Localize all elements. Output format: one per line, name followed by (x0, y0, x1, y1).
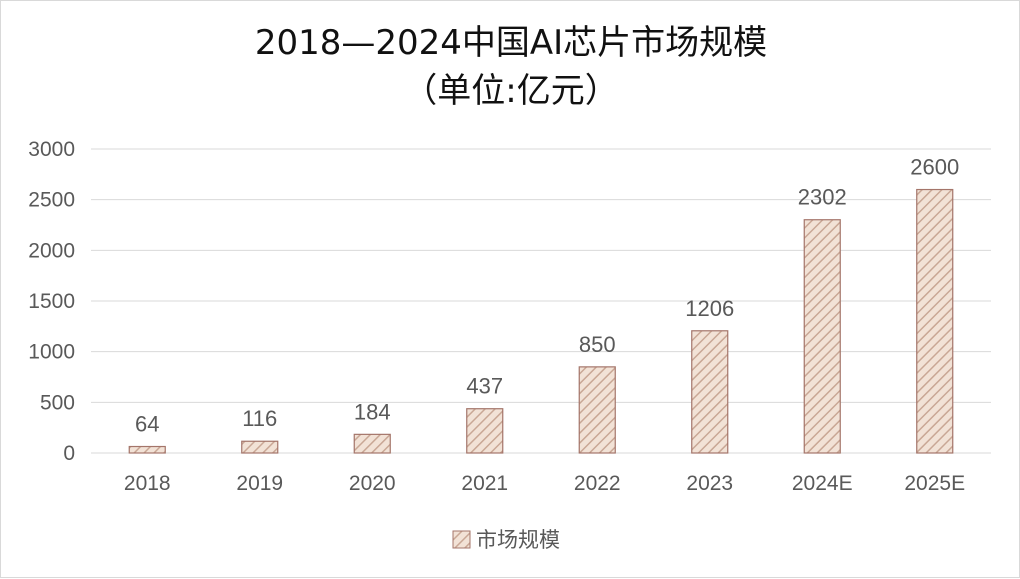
data-label: 1206 (685, 296, 734, 321)
bars (128, 188, 954, 454)
bar (466, 408, 504, 454)
data-label: 2600 (910, 155, 959, 180)
y-tick-label: 500 (40, 391, 75, 414)
x-tick-label: 2018 (124, 472, 171, 495)
y-tick-label: 2500 (28, 189, 75, 212)
x-axis-ticks: 2018 2019 2020 2021 2022 2023 2024E 2025E (124, 472, 965, 495)
data-labels: 64 116 184 437 850 1206 2302 2600 (135, 155, 959, 437)
chart-subtitle: （单位:亿元） (403, 71, 619, 111)
y-tick-label: 1000 (28, 341, 75, 364)
legend: 市场规模 (452, 528, 560, 552)
bar (128, 445, 166, 454)
chart-title: 2018—2024中国AI芯片市场规模 (254, 23, 768, 63)
y-axis-ticks: 0 500 1000 1500 2000 2500 3000 (28, 138, 75, 465)
x-tick-label: 2024E (792, 472, 853, 495)
bar (803, 219, 841, 454)
data-label: 437 (466, 374, 503, 399)
y-tick-label: 1500 (28, 290, 75, 313)
gridlines (91, 148, 991, 454)
x-tick-label: 2021 (461, 472, 508, 495)
x-tick-label: 2019 (236, 472, 283, 495)
legend-swatch (452, 530, 471, 549)
x-tick-label: 2023 (686, 472, 733, 495)
y-tick-label: 0 (63, 442, 75, 465)
data-label: 184 (354, 399, 391, 424)
bar (916, 188, 954, 454)
bar (691, 330, 729, 454)
data-label: 2302 (798, 185, 847, 210)
data-label: 116 (242, 406, 277, 431)
data-label: 64 (135, 412, 159, 437)
legend-label: 市场规模 (476, 528, 560, 552)
data-label: 850 (579, 332, 616, 357)
y-tick-label: 3000 (28, 138, 75, 161)
bar (353, 433, 391, 454)
bar (578, 366, 616, 454)
x-tick-label: 2020 (349, 472, 396, 495)
bar (241, 440, 279, 454)
y-tick-label: 2000 (28, 239, 75, 262)
x-tick-label: 2022 (574, 472, 621, 495)
x-tick-label: 2025E (904, 472, 965, 495)
